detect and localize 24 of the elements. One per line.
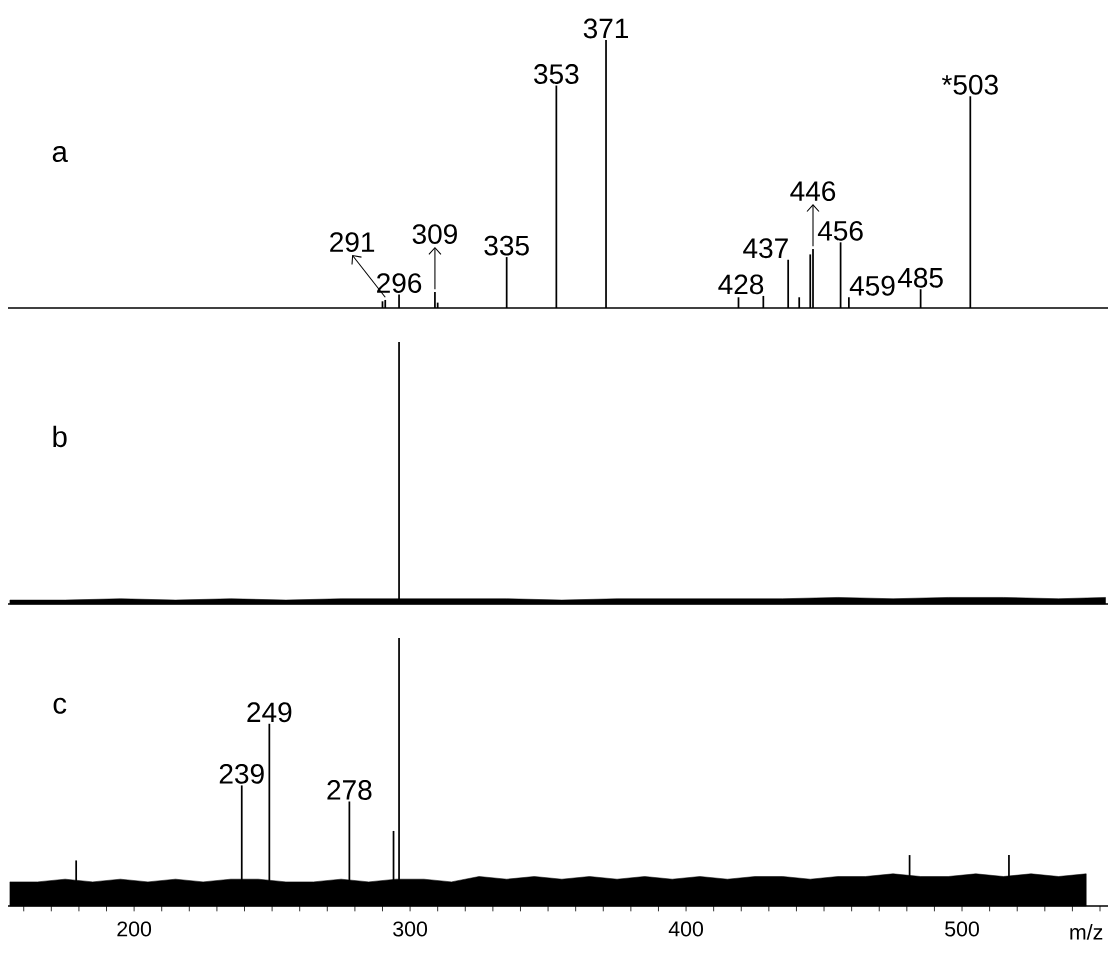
annotation: *503 [941,74,998,95]
x-tick-label: 500 [945,921,979,937]
annotation: 485 [897,267,943,288]
annotation: 459 [849,275,895,296]
annotation: 335 [484,235,529,256]
x-axis-title: m/z [1070,924,1103,940]
annotation: 239 [219,763,264,784]
text: c [53,697,67,714]
annotation: 278 [327,780,372,800]
annotation: 296 [377,273,422,293]
x-tick-label: 200 [117,921,152,937]
annotation: 456 [817,220,863,241]
x-tick-label: 300 [393,921,428,937]
x-tick-label: 400 [668,921,703,937]
annotation: 446 [790,181,836,202]
annotation: 437 [743,238,788,259]
annotation: 291 [330,232,375,253]
annotation: 249 [247,702,292,723]
text: a [52,145,68,163]
annotation: 353 [534,64,579,84]
text: b [53,425,67,448]
annotation: 428 [718,274,764,295]
annotation: 309 [412,224,457,244]
annotation: 371 [583,18,628,39]
